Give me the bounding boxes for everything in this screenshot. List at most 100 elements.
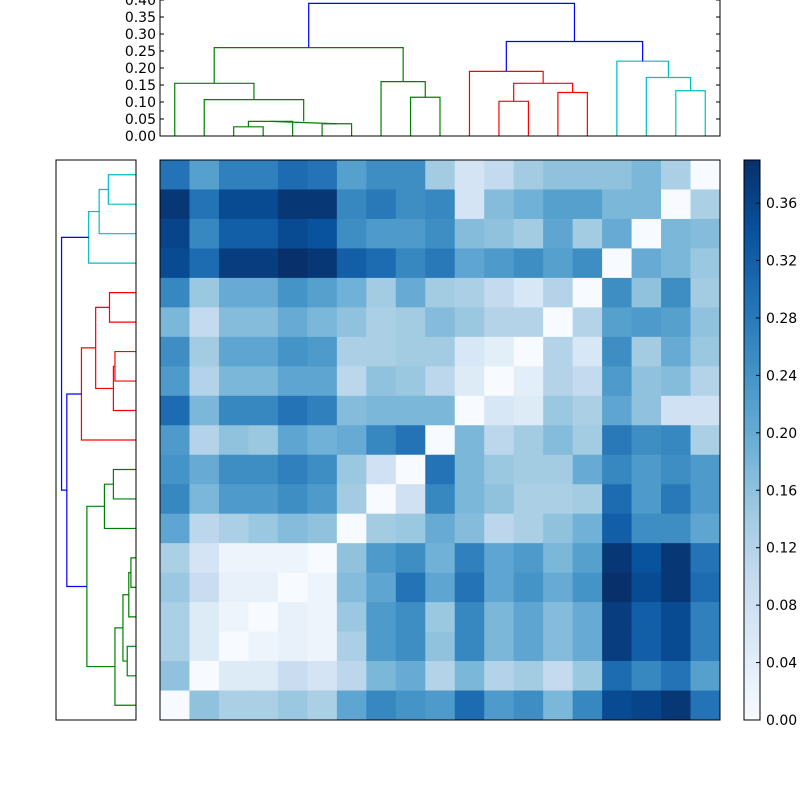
- colorbar-segment: [744, 420, 760, 426]
- heatmap-cell: [307, 366, 338, 397]
- heatmap-cell: [543, 425, 574, 456]
- colorbar-segment: [744, 270, 760, 276]
- heatmap-cell: [661, 395, 691, 426]
- colorbar-segment: [744, 225, 760, 231]
- heatmap-cell: [395, 690, 426, 721]
- heatmap-cell: [277, 454, 308, 485]
- heatmap-cell: [631, 189, 662, 220]
- heatmap-cell: [277, 277, 308, 308]
- heatmap-cell: [631, 366, 662, 397]
- colorbar-segment: [744, 190, 760, 196]
- heatmap-cell: [189, 366, 220, 397]
- dendrogram-link: [80, 347, 136, 441]
- heatmap-cell: [425, 661, 456, 691]
- heatmap-cell: [307, 248, 338, 279]
- colorbar-segment: [744, 400, 760, 406]
- heatmap-cell: [248, 602, 279, 632]
- heatmap-cell: [277, 602, 308, 632]
- heatmap-cell: [248, 425, 279, 456]
- heatmap-cell: [218, 425, 249, 456]
- heatmap-cell: [366, 661, 397, 691]
- colorbar-segment: [744, 490, 760, 496]
- heatmap-cell: [395, 218, 426, 249]
- heatmap-cell: [366, 218, 397, 249]
- colorbar-segment: [744, 175, 760, 181]
- heatmap-cell: [513, 218, 544, 249]
- heatmap-cell: [543, 454, 574, 485]
- heatmap-cell: [425, 218, 456, 249]
- heatmap-cell: [189, 602, 220, 632]
- dendrogram-link: [112, 365, 136, 412]
- heatmap-cell: [602, 366, 632, 397]
- dendrogram-link: [498, 100, 530, 136]
- heatmap-cell: [690, 454, 721, 485]
- colorbar-segment: [744, 690, 760, 696]
- heatmap-cell: [336, 248, 367, 279]
- colorbar-segment: [744, 565, 760, 571]
- heatmap-cell: [690, 661, 721, 691]
- heatmap-cell: [631, 513, 662, 544]
- heatmap-cell: [631, 484, 662, 515]
- heatmap-cell: [160, 454, 190, 485]
- heatmap-cell: [513, 395, 544, 426]
- heatmap-cell: [543, 395, 574, 426]
- heatmap-cell: [366, 277, 397, 308]
- colorbar-segment: [744, 620, 760, 626]
- heatmap-cell: [160, 248, 190, 279]
- dendrogram-link: [103, 483, 136, 530]
- heatmap-cell: [454, 189, 485, 220]
- heatmap-cell: [454, 602, 485, 632]
- heatmap-cell: [307, 513, 338, 544]
- heatmap-cell: [454, 454, 485, 485]
- heatmap-cell: [336, 602, 367, 632]
- heatmap-cell: [248, 160, 279, 190]
- colorbar-segment: [744, 530, 760, 536]
- heatmap-cell: [513, 543, 544, 574]
- heatmap-cell: [277, 366, 308, 397]
- heatmap-cell: [307, 395, 338, 426]
- heatmap-cell: [513, 248, 544, 279]
- colorbar-segment: [744, 265, 760, 271]
- heatmap-cell: [572, 189, 603, 220]
- colorbar-segment: [744, 220, 760, 226]
- heatmap-cell: [248, 336, 279, 367]
- heatmap-cell: [218, 218, 249, 249]
- heatmap-cell: [425, 277, 456, 308]
- colorbar-segment: [744, 185, 760, 191]
- heatmap-cell: [395, 395, 426, 426]
- heatmap-cell: [160, 189, 190, 220]
- heatmap-cell: [425, 395, 456, 426]
- heatmap-cell: [336, 484, 367, 515]
- heatmap-cell: [366, 366, 397, 397]
- heatmap-cell: [631, 690, 662, 721]
- heatmap-cell: [189, 425, 220, 456]
- dendrogram-link: [409, 96, 441, 136]
- colorbar-segment: [744, 535, 760, 541]
- heatmap-cell: [484, 543, 515, 574]
- y-tick-label: 0.10: [125, 95, 156, 111]
- heatmap-cell: [543, 572, 574, 603]
- dendrogram-link: [114, 627, 136, 706]
- heatmap-cell: [661, 277, 691, 308]
- heatmap-cell: [631, 602, 662, 632]
- colorbar-segment: [744, 480, 760, 486]
- heatmap-cell: [690, 189, 721, 220]
- heatmap-cell: [248, 543, 279, 574]
- heatmap-cell: [661, 631, 691, 662]
- colorbar-segment: [744, 205, 760, 211]
- heatmap-cell: [661, 425, 691, 456]
- heatmap-cell: [661, 572, 691, 603]
- heatmap-cell: [543, 602, 574, 632]
- heatmap-cell: [307, 454, 338, 485]
- colorbar-segment: [744, 315, 760, 321]
- heatmap-cell: [513, 631, 544, 662]
- colorbar-segment: [744, 520, 760, 526]
- heatmap-cell: [160, 395, 190, 426]
- colorbar-segment: [744, 465, 760, 471]
- heatmap-cell: [366, 189, 397, 220]
- dendrogram-link: [380, 80, 426, 136]
- top-dendrogram-frame: [159, 0, 721, 137]
- heatmap-cell: [248, 690, 279, 721]
- heatmap-cell: [277, 661, 308, 691]
- heatmap-cell: [454, 572, 485, 603]
